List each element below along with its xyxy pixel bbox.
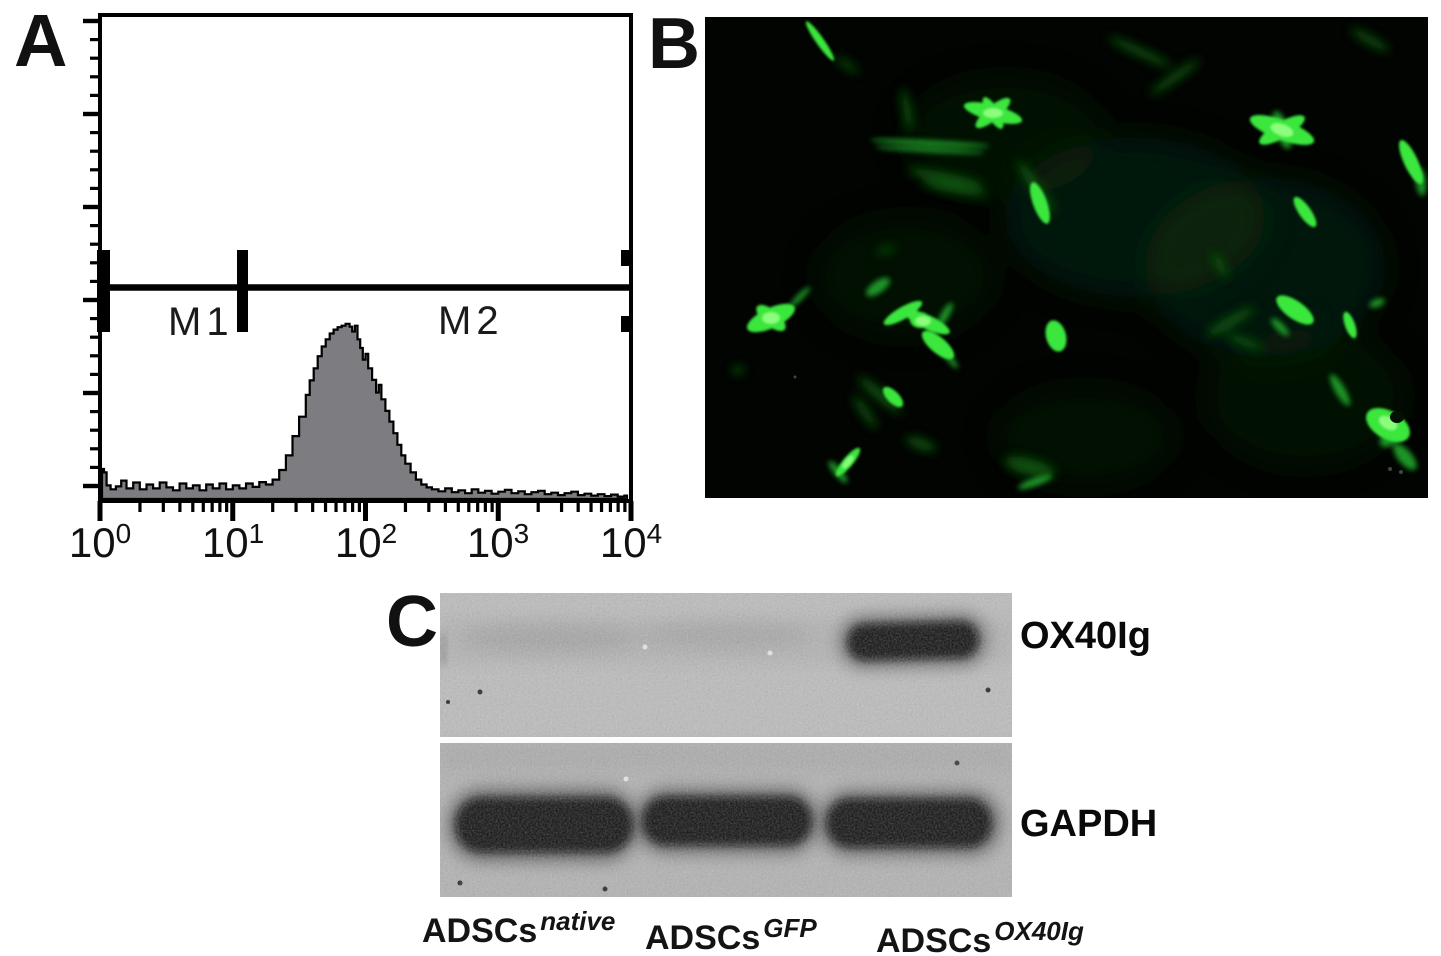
cell-dark-hole [1390,411,1404,423]
gel-blot-image [440,593,1012,897]
strip-divider [440,737,1012,743]
histogram-population [100,322,629,501]
histogram-and-ticks [83,18,634,521]
lane-label-adscs-native: ADSCs native [422,906,616,950]
blot-strip-ox40ig [440,593,1012,737]
blot-strip-gapdh [440,743,1012,897]
fluorescence-micrograph [705,17,1428,498]
lane-label-adscs-gfp: ADSCs GFP [645,913,817,956]
flow-cytometry-histogram-plot [83,13,634,521]
x-tick-10e1: 101 [201,518,265,566]
panel-a-label: A [14,0,68,82]
ox40ig-row-label: OX40Ig [1020,615,1151,657]
gate-markers [97,250,631,332]
panel-c-label: C [386,582,438,662]
x-tick-10e4: 104 [599,518,663,566]
gapdh-row-label: GAPDH [1020,803,1158,845]
gate-m1-label: M1 [168,300,234,344]
lane-label-adscs-ox40ig: ADSCs OX40Ig [876,916,1084,956]
background-haze [815,77,1405,487]
dim-cells [732,28,1390,478]
debris-dots [793,375,1403,474]
panel-b-label: B [648,4,700,84]
cell-bright-cores [762,108,1398,469]
x-tick-10e2: 102 [334,518,398,566]
gate-m2-label: M2 [438,299,504,343]
x-tick-10e0: 100 [68,518,132,566]
x-tick-10e3: 103 [466,518,530,566]
